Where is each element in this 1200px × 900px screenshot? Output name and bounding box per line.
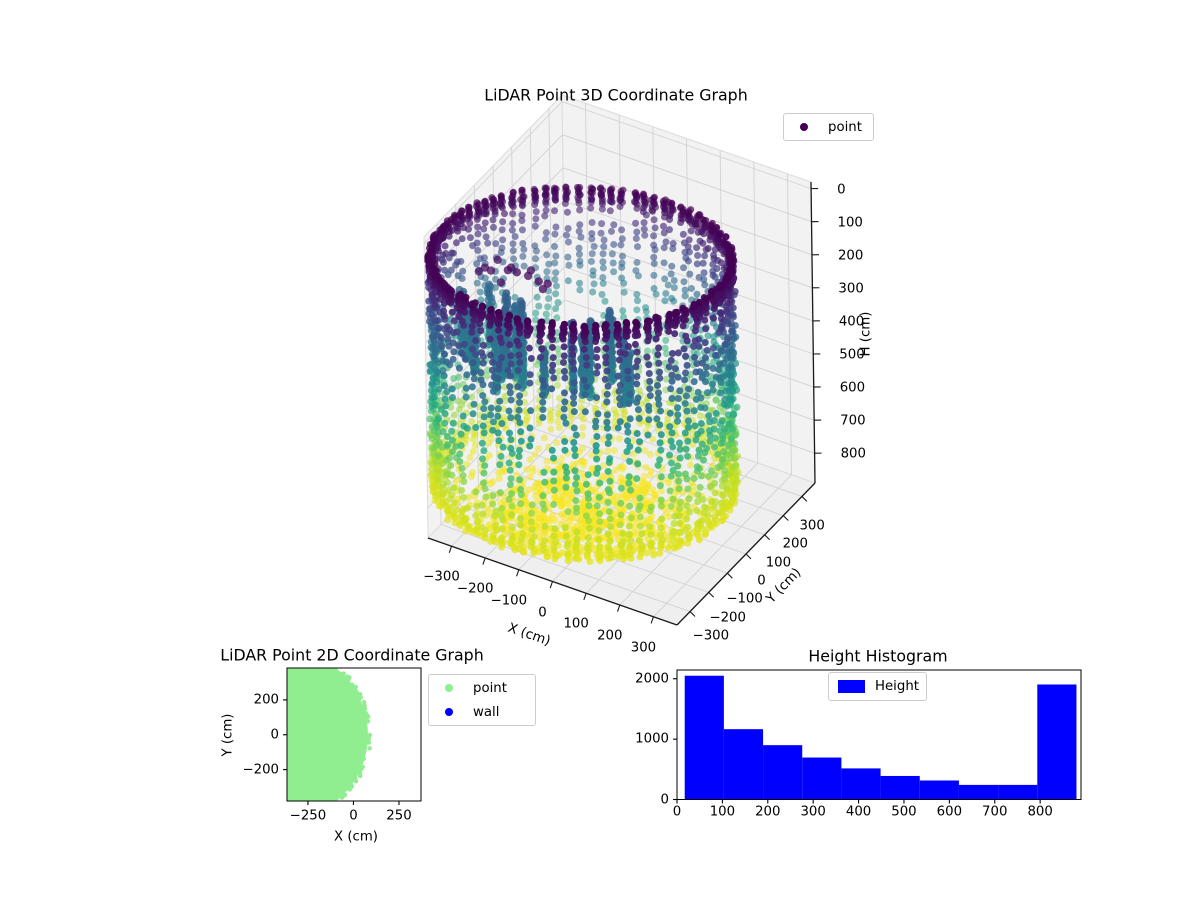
plot2d-x-axis-label: X (cm)	[334, 829, 378, 845]
plot3d-legend-entry-point: point	[784, 115, 873, 139]
plot3d-legend: point	[783, 113, 874, 141]
plot2d-legend: point wall	[428, 674, 536, 726]
plot2d-title: LiDAR Point 2D Coordinate Graph	[220, 645, 484, 665]
point-legend-marker-icon	[445, 684, 453, 692]
height-legend-swatch-icon	[838, 680, 865, 693]
plot2d-legend-label-point: point	[473, 680, 507, 696]
histogram-legend-label: Height	[875, 679, 919, 694]
plot2d-legend-entry-point: point	[429, 676, 535, 700]
plot2d-y-axis-label: Y (cm)	[220, 713, 236, 757]
wall-legend-marker-icon	[445, 708, 453, 716]
histogram-legend: Height	[828, 672, 927, 701]
plot3d-legend-label: point	[828, 119, 862, 135]
plot2d-legend-entry-wall: wall	[429, 700, 535, 724]
point-legend-marker-icon	[800, 123, 808, 131]
plot3d-title: LiDAR Point 3D Coordinate Graph	[484, 85, 748, 105]
histogram-title: Height Histogram	[808, 646, 948, 666]
histogram-legend-entry-height: Height	[829, 675, 926, 699]
plot3d-h-axis-label: H (cm)	[858, 311, 874, 357]
plot2d-legend-label-wall: wall	[473, 704, 500, 720]
